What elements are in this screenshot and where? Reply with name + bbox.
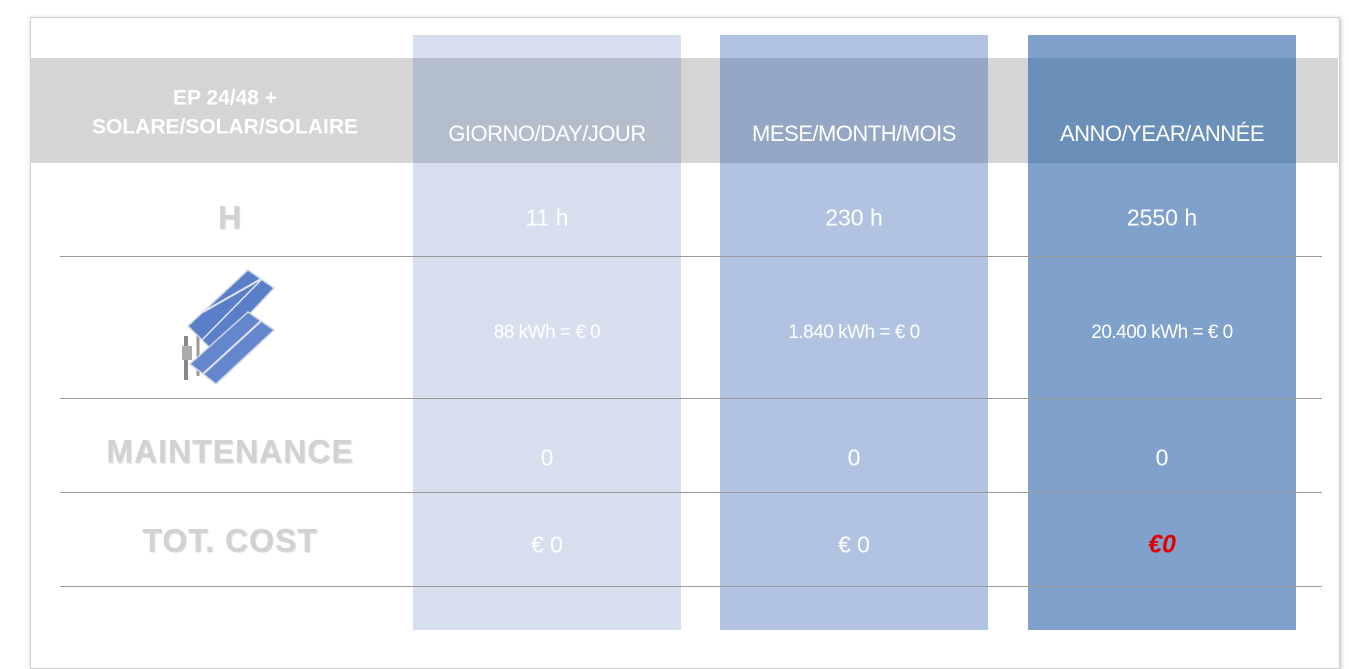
row-label: MAINTENANCE — [60, 434, 400, 471]
row-rule — [60, 586, 1322, 587]
cell: 20.400 kWh = € 0 — [1028, 322, 1296, 344]
header-cell — [413, 58, 681, 163]
header-cell — [1028, 58, 1296, 163]
header-cell — [720, 58, 988, 163]
row-rule — [60, 398, 1322, 399]
cell: €0 — [1028, 531, 1296, 560]
cell: 88 kWh = € 0 — [413, 322, 681, 344]
cell: € 0 — [413, 532, 681, 559]
row-rule — [60, 492, 1322, 493]
row-rule — [60, 256, 1322, 257]
column-header: GIORNO/DAY/JOUR — [413, 121, 681, 147]
cell: 1.840 kWh = € 0 — [720, 322, 988, 344]
column-header: MESE/MONTH/MOIS — [720, 121, 988, 147]
cell: 0 — [720, 445, 988, 472]
solar-panel-icon — [172, 266, 282, 384]
cell: 230 h — [720, 205, 988, 232]
row-label: TOT. COST — [60, 523, 400, 560]
cell: € 0 — [720, 532, 988, 559]
column-header: ANNO/YEAR/ANNÉE — [1028, 121, 1296, 147]
cell: 0 — [1028, 445, 1296, 472]
cell: 2550 h — [1028, 205, 1296, 232]
row-label: H — [60, 200, 400, 237]
page: {"table": { "corner": ["EP 24/48 +", "SO… — [0, 0, 1349, 655]
cell: 11 h — [413, 205, 681, 232]
corner-label: EP 24/48 + — [40, 84, 410, 113]
corner-label: SOLARE/SOLAR/SOLAIRE — [40, 113, 410, 142]
cell: 0 — [413, 445, 681, 472]
